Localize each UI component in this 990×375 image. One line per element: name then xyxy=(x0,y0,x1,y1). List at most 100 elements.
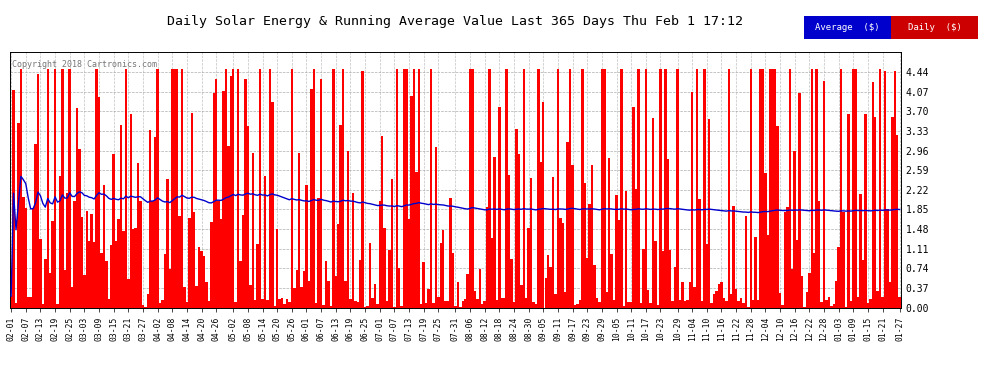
Bar xyxy=(137,163,140,308)
Bar xyxy=(325,261,328,308)
Bar xyxy=(842,212,844,308)
Bar xyxy=(20,69,22,308)
Bar xyxy=(798,93,801,308)
Bar xyxy=(879,69,881,308)
Bar xyxy=(515,129,518,308)
Bar xyxy=(442,230,445,308)
Bar xyxy=(706,244,708,308)
Bar xyxy=(193,212,195,308)
Bar xyxy=(342,69,345,308)
Bar xyxy=(418,69,420,308)
Bar xyxy=(435,147,438,308)
Bar xyxy=(738,302,740,307)
Bar xyxy=(691,92,693,308)
Bar xyxy=(127,279,130,308)
Bar xyxy=(654,241,656,308)
Bar xyxy=(849,301,852,307)
Bar xyxy=(811,69,813,308)
Bar xyxy=(37,74,40,308)
Bar xyxy=(405,69,408,308)
Bar xyxy=(501,298,503,307)
Bar xyxy=(674,267,676,308)
Bar xyxy=(620,69,623,308)
Bar xyxy=(776,126,779,308)
Bar xyxy=(310,89,313,308)
Bar xyxy=(781,305,784,308)
Bar xyxy=(376,304,378,307)
Bar xyxy=(701,301,703,307)
Bar xyxy=(168,269,171,308)
Bar xyxy=(183,287,186,308)
Bar xyxy=(100,254,103,308)
Bar xyxy=(178,216,181,308)
Bar xyxy=(644,69,647,308)
Bar xyxy=(876,291,879,308)
Bar xyxy=(742,303,744,307)
Bar xyxy=(733,206,735,308)
Bar xyxy=(828,297,830,307)
Bar xyxy=(899,297,901,307)
Bar xyxy=(83,274,85,308)
Bar xyxy=(651,118,654,308)
Bar xyxy=(393,307,396,308)
Bar xyxy=(461,301,464,307)
Bar xyxy=(323,305,325,308)
Bar xyxy=(464,298,466,307)
Bar xyxy=(576,304,579,307)
Bar xyxy=(98,98,100,308)
Bar xyxy=(628,302,630,307)
Bar xyxy=(396,69,398,308)
Bar xyxy=(17,123,20,308)
Bar xyxy=(483,301,486,307)
Bar xyxy=(449,198,451,308)
Bar xyxy=(66,194,68,308)
Bar xyxy=(549,267,551,308)
Bar xyxy=(354,301,356,307)
Bar xyxy=(142,305,145,308)
Bar xyxy=(488,69,491,308)
Bar xyxy=(510,259,513,308)
Bar xyxy=(386,301,388,307)
Bar xyxy=(533,302,535,307)
Bar xyxy=(108,299,110,307)
Bar xyxy=(401,306,403,308)
Bar xyxy=(569,69,571,308)
Bar xyxy=(618,220,620,308)
Bar xyxy=(438,297,440,307)
Bar xyxy=(716,291,718,308)
Bar xyxy=(305,185,308,308)
Bar xyxy=(766,234,769,308)
Bar xyxy=(506,69,508,308)
Bar xyxy=(53,69,56,308)
Bar xyxy=(420,304,423,307)
Bar xyxy=(295,270,298,308)
Bar xyxy=(230,76,232,308)
Bar xyxy=(368,243,371,308)
Bar xyxy=(318,198,320,308)
Bar xyxy=(806,292,808,308)
Bar xyxy=(754,237,757,308)
Bar xyxy=(433,303,435,307)
Bar xyxy=(93,242,95,308)
Bar xyxy=(513,302,515,307)
Bar xyxy=(896,135,899,308)
Bar xyxy=(425,303,428,307)
Bar xyxy=(728,69,730,308)
Bar xyxy=(830,306,833,308)
Bar xyxy=(838,247,840,308)
Bar xyxy=(286,298,288,307)
Bar xyxy=(42,304,45,307)
Bar xyxy=(791,268,794,308)
Bar xyxy=(76,108,78,307)
Bar xyxy=(300,287,303,308)
Bar xyxy=(528,228,530,308)
Bar xyxy=(496,300,498,307)
Bar xyxy=(337,224,340,308)
Bar xyxy=(786,207,789,308)
Bar xyxy=(332,69,335,308)
Bar xyxy=(598,302,601,307)
Bar xyxy=(388,250,391,308)
Bar xyxy=(466,274,469,308)
Bar xyxy=(546,255,549,308)
Bar xyxy=(601,69,603,308)
